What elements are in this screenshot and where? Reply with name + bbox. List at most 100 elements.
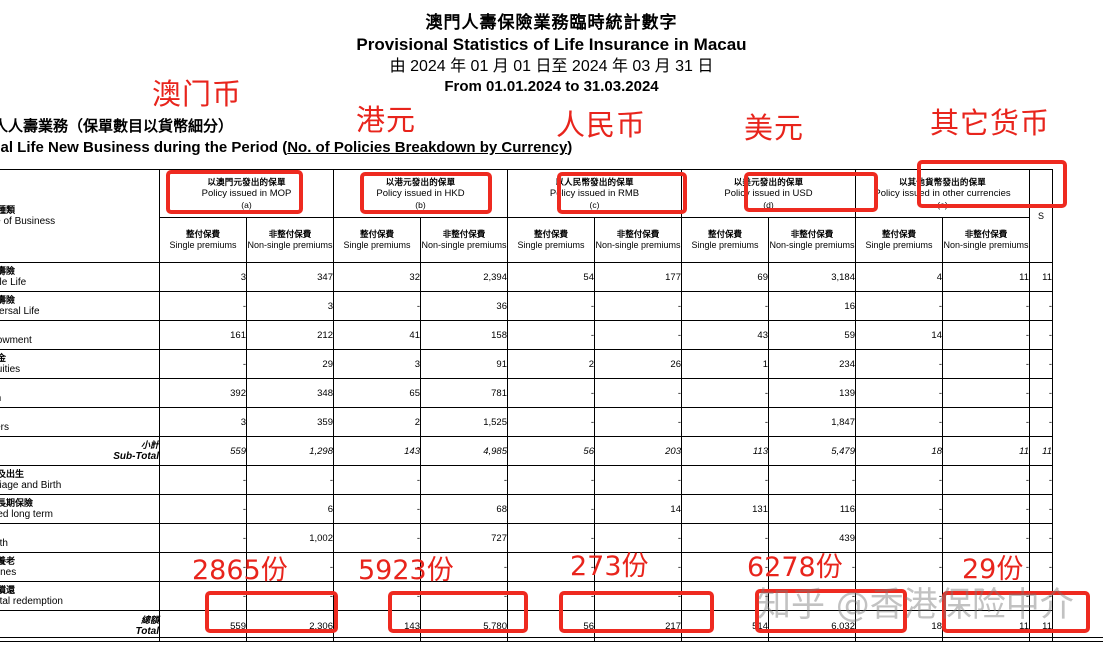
row-label-cn: 其他 xyxy=(0,411,159,422)
highlight-box-total-rmb xyxy=(559,591,714,633)
mop-single-cn: 整付保費 xyxy=(185,229,220,239)
hkd-single-en: Single premiums xyxy=(343,240,411,250)
cell-value: - xyxy=(681,465,769,495)
annotation-currency-usd: 美元 xyxy=(744,111,805,145)
cell-value: 559 xyxy=(159,436,247,466)
col-mop-single: 整付保費 Single premiums xyxy=(159,217,247,263)
currency-group-truncated: S xyxy=(1029,169,1053,263)
cell-value: 5,780 xyxy=(420,610,508,642)
type-header-en: Type of Business xyxy=(0,216,56,227)
row-label-en: Capital redemption xyxy=(0,595,63,607)
cell-value: - xyxy=(942,552,1030,582)
cell-value: 91 xyxy=(420,349,508,379)
highlight-box-header-other xyxy=(917,160,1067,208)
table-body: 終身壽險Whole Life3347322,39454177693,184411… xyxy=(0,262,1053,642)
currency-group-other: 以其他貨幣發出的保單 Policy issued in other curren… xyxy=(855,169,1030,218)
period-english: From 01.01.2024 to 31.03.2024 xyxy=(444,78,659,95)
usd-nonsingle-en: Non-single premiums xyxy=(769,240,855,250)
cell-value: 158 xyxy=(420,320,508,350)
type-header-cn: 業務種類 xyxy=(0,205,16,215)
row-label-en: Tontines xyxy=(0,566,17,578)
cell-value: - xyxy=(681,581,769,611)
cell-value: 5,479 xyxy=(768,436,856,466)
cell-value: - xyxy=(420,465,508,495)
cell-value: - xyxy=(159,523,247,553)
row-label-en: Whole Life xyxy=(0,276,27,288)
row-label: 定期金Annuities xyxy=(0,349,160,379)
cell-value: - xyxy=(855,523,943,553)
cell-value: - xyxy=(159,465,247,495)
row-label-en: Linked long term xyxy=(0,508,53,520)
cell-value-truncated: - xyxy=(1029,465,1053,495)
cell-value: 6 xyxy=(246,494,334,524)
highlight-box-total-other xyxy=(942,591,1090,633)
table-row: 結婚及出生Marriage and Birth----------- xyxy=(0,465,1053,495)
mop-single-en: Single premiums xyxy=(169,240,237,250)
title-chinese: 澳門人壽保險業務臨時統計數字 xyxy=(425,13,678,32)
cell-value-truncated: 11 xyxy=(1029,436,1053,466)
cell-value-truncated: 11 xyxy=(1029,610,1053,642)
row-label: 連結長期保險Linked long term xyxy=(0,494,160,524)
cell-value-truncated: - xyxy=(1029,552,1053,582)
rmb-nonsingle-en: Non-single premiums xyxy=(595,240,681,250)
row-label-cn: 定期 xyxy=(0,382,159,393)
cell-value: - xyxy=(942,378,1030,408)
usd-single-en: Single premiums xyxy=(691,240,759,250)
currency-group-hkd-en: Policy issued in HKD xyxy=(376,187,465,199)
cell-value: - xyxy=(507,581,595,611)
row-label: 疾病Health xyxy=(0,523,160,553)
section-heading-en-underline: No. of Policies Breakdown by Currency xyxy=(287,139,568,156)
cell-value: 59 xyxy=(768,320,856,350)
col-usd-single: 整付保費 Single premiums xyxy=(681,217,769,263)
row-label-en: Term xyxy=(0,393,159,405)
annotation-total-usd: 6278份 xyxy=(747,552,843,583)
row-label-en: Total xyxy=(135,625,159,637)
cell-value-truncated: - xyxy=(1029,291,1053,321)
table-row: 綜合養老Tontines----------- xyxy=(0,552,1053,582)
cell-value: - xyxy=(159,349,247,379)
watermark: 知乎 @香港保险中介 xyxy=(757,585,1074,625)
cell-value: 2 xyxy=(333,407,421,437)
annotation-total-mop: 2865份 xyxy=(192,555,288,586)
cell-value: - xyxy=(855,552,943,582)
cell-value: - xyxy=(507,552,595,582)
cell-value: - xyxy=(942,320,1030,350)
cell-value: 32 xyxy=(333,262,421,292)
cell-value: 781 xyxy=(420,378,508,408)
cell-value: - xyxy=(855,291,943,321)
cell-value: 116 xyxy=(768,494,856,524)
cell-value: - xyxy=(942,494,1030,524)
cell-value: 6,032 xyxy=(768,610,856,642)
cell-value: - xyxy=(855,378,943,408)
row-label: 總額 Total xyxy=(0,610,160,642)
cell-value: 203 xyxy=(594,436,682,466)
col-usd-nonsingle: 非整付保費 Non-single premiums xyxy=(768,217,856,263)
cell-value: 131 xyxy=(681,494,769,524)
table-row: 萬用壽險Universal Life-3-36---16--- xyxy=(0,291,1053,321)
annotation-currency-hkd: 港元 xyxy=(356,103,417,137)
annotation-currency-other: 其它货币 xyxy=(930,106,1051,140)
annotation-total-rmb: 273份 xyxy=(570,551,649,582)
cell-value: 11 xyxy=(942,262,1030,292)
annotation-total-other: 29份 xyxy=(962,554,1024,585)
cell-value: - xyxy=(594,378,682,408)
statistics-table: 業務種類 Type of Business 以澳門元發出的保單 Policy i… xyxy=(0,169,1053,642)
other-nonsingle-cn: 非整付保費 xyxy=(964,229,1008,239)
row-label-en: Annuities xyxy=(0,363,21,375)
section-heading-en-pre: idual Life New Business during the Perio… xyxy=(0,139,288,156)
currency-group-rmb: 以人民幣發出的保單 Policy issued in RMB (c) xyxy=(507,169,682,218)
cell-value: - xyxy=(594,581,682,611)
cell-value: - xyxy=(681,291,769,321)
currency-group-hkd-note: (b) xyxy=(415,199,426,210)
currency-group-usd-note: (d) xyxy=(763,199,774,210)
cell-value-truncated: - xyxy=(1029,523,1053,553)
cell-value: 1,298 xyxy=(246,436,334,466)
cell-value: 29 xyxy=(246,349,334,379)
highlight-box-header-hkd xyxy=(360,172,492,214)
cell-value: 161 xyxy=(159,320,247,350)
table-row: 總額 Total 559 2,306 143 5,780 56 217 514 6,032 18 11… xyxy=(0,610,1053,642)
cell-value: - xyxy=(594,523,682,553)
cell-value: 16 xyxy=(768,291,856,321)
cell-value: 56 xyxy=(507,436,595,466)
